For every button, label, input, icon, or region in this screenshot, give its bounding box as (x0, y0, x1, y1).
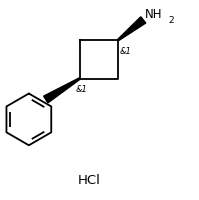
Text: 2: 2 (168, 16, 174, 25)
Polygon shape (44, 79, 80, 103)
Text: HCl: HCl (78, 173, 101, 186)
Text: &1: &1 (75, 85, 87, 94)
Text: NH: NH (145, 8, 163, 21)
Text: &1: &1 (119, 47, 131, 55)
Polygon shape (118, 18, 146, 41)
